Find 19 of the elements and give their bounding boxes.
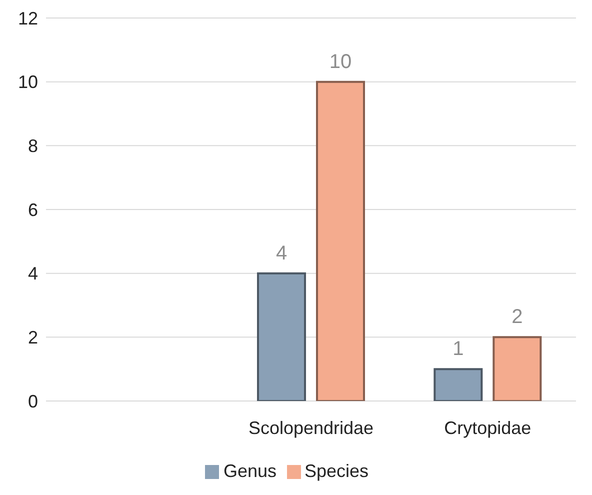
bar	[257, 272, 306, 401]
legend-label: Species	[304, 461, 369, 481]
y-tick-label: 2	[28, 328, 38, 348]
y-tick-label: 0	[28, 391, 38, 412]
y-tick-label: 10	[18, 72, 38, 92]
bar	[492, 336, 542, 401]
y-tick-label: 4	[28, 264, 38, 284]
y-tick-label: 8	[28, 136, 38, 156]
data-label: 4	[276, 242, 288, 264]
x-tick-label: Crytopidae	[444, 418, 532, 438]
legend-label: Genus	[223, 461, 276, 481]
y-tick-label: 12	[18, 8, 38, 28]
bar	[434, 368, 483, 401]
x-tick-label: Scolopendridae	[248, 418, 374, 438]
data-label: 2	[512, 306, 523, 328]
bar	[316, 80, 365, 401]
y-tick-label: 6	[28, 200, 38, 220]
data-label: 10	[329, 50, 352, 73]
data-label: 1	[452, 338, 464, 360]
